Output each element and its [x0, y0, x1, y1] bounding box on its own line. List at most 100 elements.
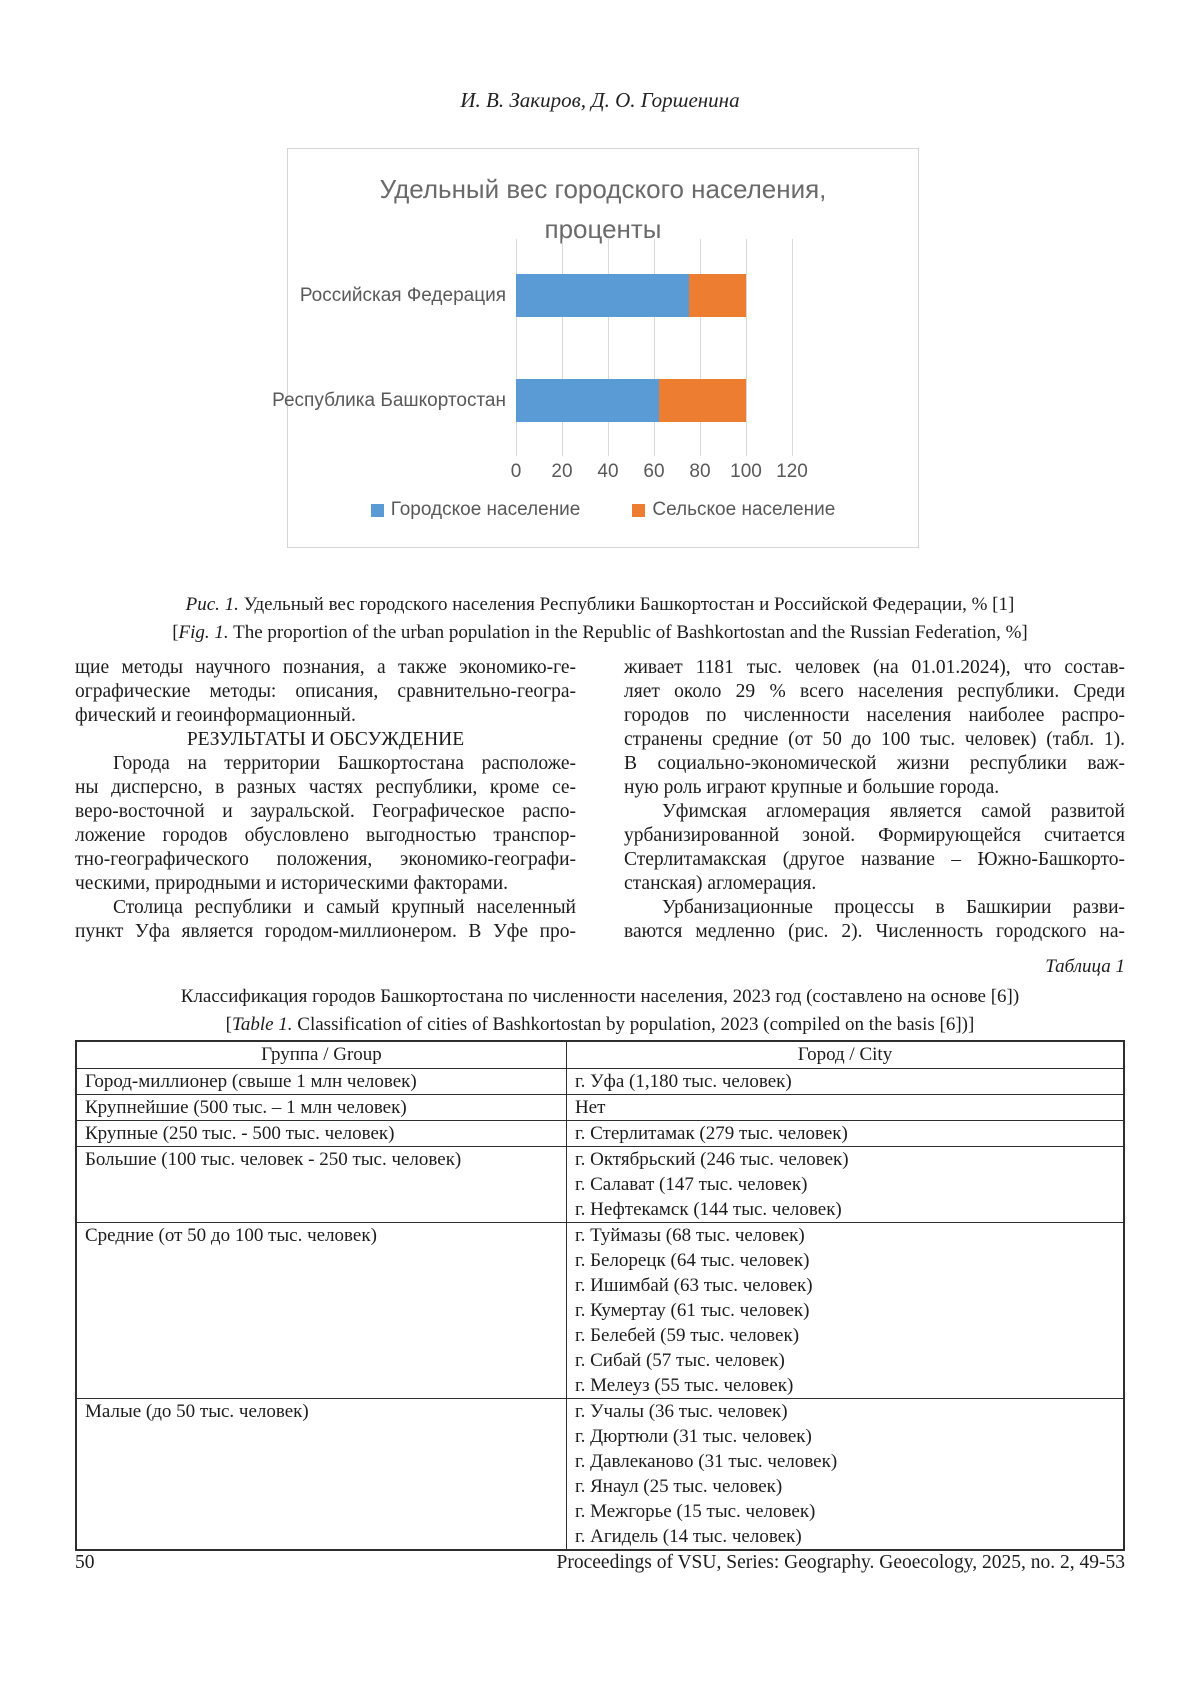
legend-item: Городское население [370, 499, 581, 521]
body-line: ны дисперсно, в разных частях республики… [75, 777, 576, 798]
body-line: Стерлитамакская (другое название – Южно-… [624, 849, 1125, 870]
city-line: г. Стерлитамак (279 тыс. человек) [574, 1123, 848, 1144]
body-line: ографические методы: описания, сравнител… [75, 681, 576, 702]
city-line: г. Салават (147 тыс. человек) [574, 1174, 808, 1195]
legend-label: Сельское население [652, 499, 836, 520]
city-line: г. Кумертау (61 тыс. человек) [574, 1300, 810, 1321]
x-tick-label: 100 [730, 461, 762, 482]
table-row: Крупнейшие (500 тыс. – 1 млн человек) Нет [75, 1094, 1125, 1121]
city-line: г. Октябрьский (246 тыс. человек) [574, 1149, 849, 1170]
body-line: В социально-экономической жизни республи… [624, 753, 1125, 774]
body-line: Урбанизационные процессы в Башкирии разв… [662, 897, 1125, 918]
table-row: Малые (до 50 тыс. человек) г. Учалы (36 т… [75, 1398, 1125, 1551]
body-line: тно-географического положения, экономико… [75, 849, 576, 870]
table-caption-en: [Table 1. Classification of cities of Ba… [75, 1012, 1125, 1038]
figure-caption-en: [Fig. 1. The proportion of the urban pop… [75, 620, 1125, 646]
body-line: ческими, природными и историческими факт… [75, 873, 509, 894]
table-row: Крупные (250 тыс. - 500 тыс. человек) г. … [75, 1120, 1125, 1147]
group-cell: Крупнейшие (500 тыс. – 1 млн человек) [75, 1094, 567, 1121]
city-line: г. Янаул (25 тыс. человек) [574, 1476, 783, 1497]
journal-reference: Proceedings of VSU, Series: Geography. G… [556, 1552, 1125, 1573]
table-caption-ru: Классификация городов Башкортостана по ч… [180, 986, 1020, 1007]
chart-title: Удельный вес городского населения, проце… [379, 174, 827, 244]
table-label: Таблица 1 [1045, 956, 1125, 977]
text-column-left: щие методы научного познания, а также эк… [75, 656, 576, 944]
figure-caption-en-label: Fig. 1. [178, 622, 229, 643]
x-tick-label: 60 [643, 461, 665, 482]
legend-marker [632, 503, 646, 517]
body-line: станская) агломерация. [624, 873, 817, 894]
x-tick-label: 20 [551, 461, 573, 482]
legend-marker [370, 503, 384, 517]
group-cell: Крупные (250 тыс. - 500 тыс. человек) [75, 1120, 567, 1147]
table-header-city: Город / City [565, 1040, 1125, 1069]
chart-plot-area [516, 239, 793, 456]
body-line: ную роль играют крупные и большие города… [624, 777, 1000, 798]
table-caption-en-label: Table 1. [232, 1014, 293, 1035]
body-line: Города на территории Башкортостана распо… [113, 753, 576, 774]
figure-caption-ru-text: Удельный вес городского населения Респуб… [238, 594, 1015, 615]
city-cell: г. Туймазы (68 тыс. человек) г. Белорецк … [565, 1222, 1125, 1399]
text-column-right: живает 1181 тыс. человек (на 01.01.2024)… [624, 656, 1125, 944]
group-cell: Большие (100 тыс. человек - 250 тыс. чел… [75, 1146, 567, 1223]
body-line: Уфимская агломерация является самой разв… [662, 801, 1125, 822]
legend-label: Городское население [390, 499, 581, 520]
city-line: г. Белорецк (64 тыс. человек) [574, 1250, 810, 1271]
table-header-row: Группа / Group Город / City [75, 1040, 1125, 1069]
figure-caption-en-bracket: [ [172, 622, 179, 643]
city-line: г. Ишимбай (63 тыс. человек) [574, 1275, 813, 1296]
city-cell: г. Учалы (36 тыс. человек) г. Дюртюли (31… [565, 1398, 1125, 1551]
body-line: пункт Уфа является городом-миллионером. … [75, 921, 576, 942]
body-line: урбанизированной зоной. Формирующейся сч… [624, 825, 1125, 846]
city-line: г. Межгорье (15 тыс. человек) [574, 1501, 816, 1522]
article-body: щие методы научного познания, а также эк… [75, 656, 1125, 944]
section-heading: РЕЗУЛЬТАТЫ И ОБСУЖДЕНИЕ [186, 729, 465, 750]
city-cell: Нет [565, 1094, 1125, 1121]
table-header-group: Группа / Group [75, 1040, 567, 1069]
body-line: городов по численности населения наиболе… [624, 705, 1125, 726]
group-cell: Город-миллионер (свыше 1 млн человек) [75, 1068, 567, 1095]
body-line: ляет около 29 % всего населения республи… [624, 681, 1125, 702]
x-tick-label: 40 [597, 461, 619, 482]
bar-segment-rural [688, 274, 746, 317]
x-tick-label: 120 [776, 461, 808, 482]
body-line: веро-восточной и зауральской. Географиче… [75, 801, 576, 822]
page-number: 50 [75, 1552, 95, 1573]
legend-item: Сельское население [632, 499, 835, 521]
bar-row [516, 274, 746, 317]
table-row: Большие (100 тыс. человек - 250 тыс. чел… [75, 1146, 1125, 1223]
city-line: г. Уфа (1,180 тыс. человек) [574, 1071, 792, 1092]
bar-segment-rural [658, 379, 746, 422]
body-line: щие методы научного познания, а также эк… [75, 657, 576, 678]
body-line: ваются медленно (рис. 2). Численность го… [624, 921, 1125, 942]
city-cell: г. Уфа (1,180 тыс. человек) [565, 1068, 1125, 1095]
page-footer: 50 Proceedings of VSU, Series: Geography… [75, 1552, 1125, 1574]
body-line: странены средние (от 50 до 100 тыс. чело… [624, 729, 1125, 750]
x-tick-label: 80 [689, 461, 711, 482]
category-label: Республика Башкортостан [272, 389, 506, 411]
figure-caption-ru-label: Рис. 1. [185, 594, 239, 615]
city-line: Нет [574, 1097, 606, 1118]
x-tick-label: 0 [510, 461, 522, 482]
body-line: ложение городов обусловлено выгодностью … [75, 825, 576, 846]
figure-1-chart: Удельный вес городского населения, проце… [272, 148, 919, 548]
table-row: Город-миллионер (свыше 1 млн человек) г. … [75, 1068, 1125, 1095]
bar-segment-urban [516, 379, 659, 422]
city-line: г. Белебей (59 тыс. человек) [574, 1325, 800, 1346]
group-cell: Малые (до 50 тыс. человек) [75, 1398, 567, 1551]
group-cell: Средние (от 50 до 100 тыс. человек) [75, 1222, 567, 1399]
category-label: Российская Федерация [299, 284, 506, 306]
chart-legend: Городское население Сельское население [288, 499, 918, 521]
body-line: живает 1181 тыс. человек (на 01.01.2024)… [624, 657, 1125, 678]
cities-classification-table: Группа / Group Город / City Город-миллио… [75, 1040, 1125, 1551]
body-line: Столица республики и самый крупный насел… [113, 897, 576, 918]
city-line: г. Туймазы (68 тыс. человек) [574, 1225, 805, 1246]
bar-row [516, 379, 746, 422]
city-line: г. Давлеканово (31 тыс. человек) [574, 1451, 838, 1472]
city-line: г. Мелеуз (55 тыс. человек) [574, 1375, 794, 1396]
figure-caption-ru: Рис. 1. Удельный вес городского населени… [75, 592, 1125, 618]
city-line: г. Нефтекамск (144 тыс. человек) [574, 1199, 842, 1220]
figure-caption-en-text: The proportion of the urban population i… [228, 622, 1028, 643]
authors-line: И. В. Закиров, Д. О. Горшенина [460, 88, 740, 112]
